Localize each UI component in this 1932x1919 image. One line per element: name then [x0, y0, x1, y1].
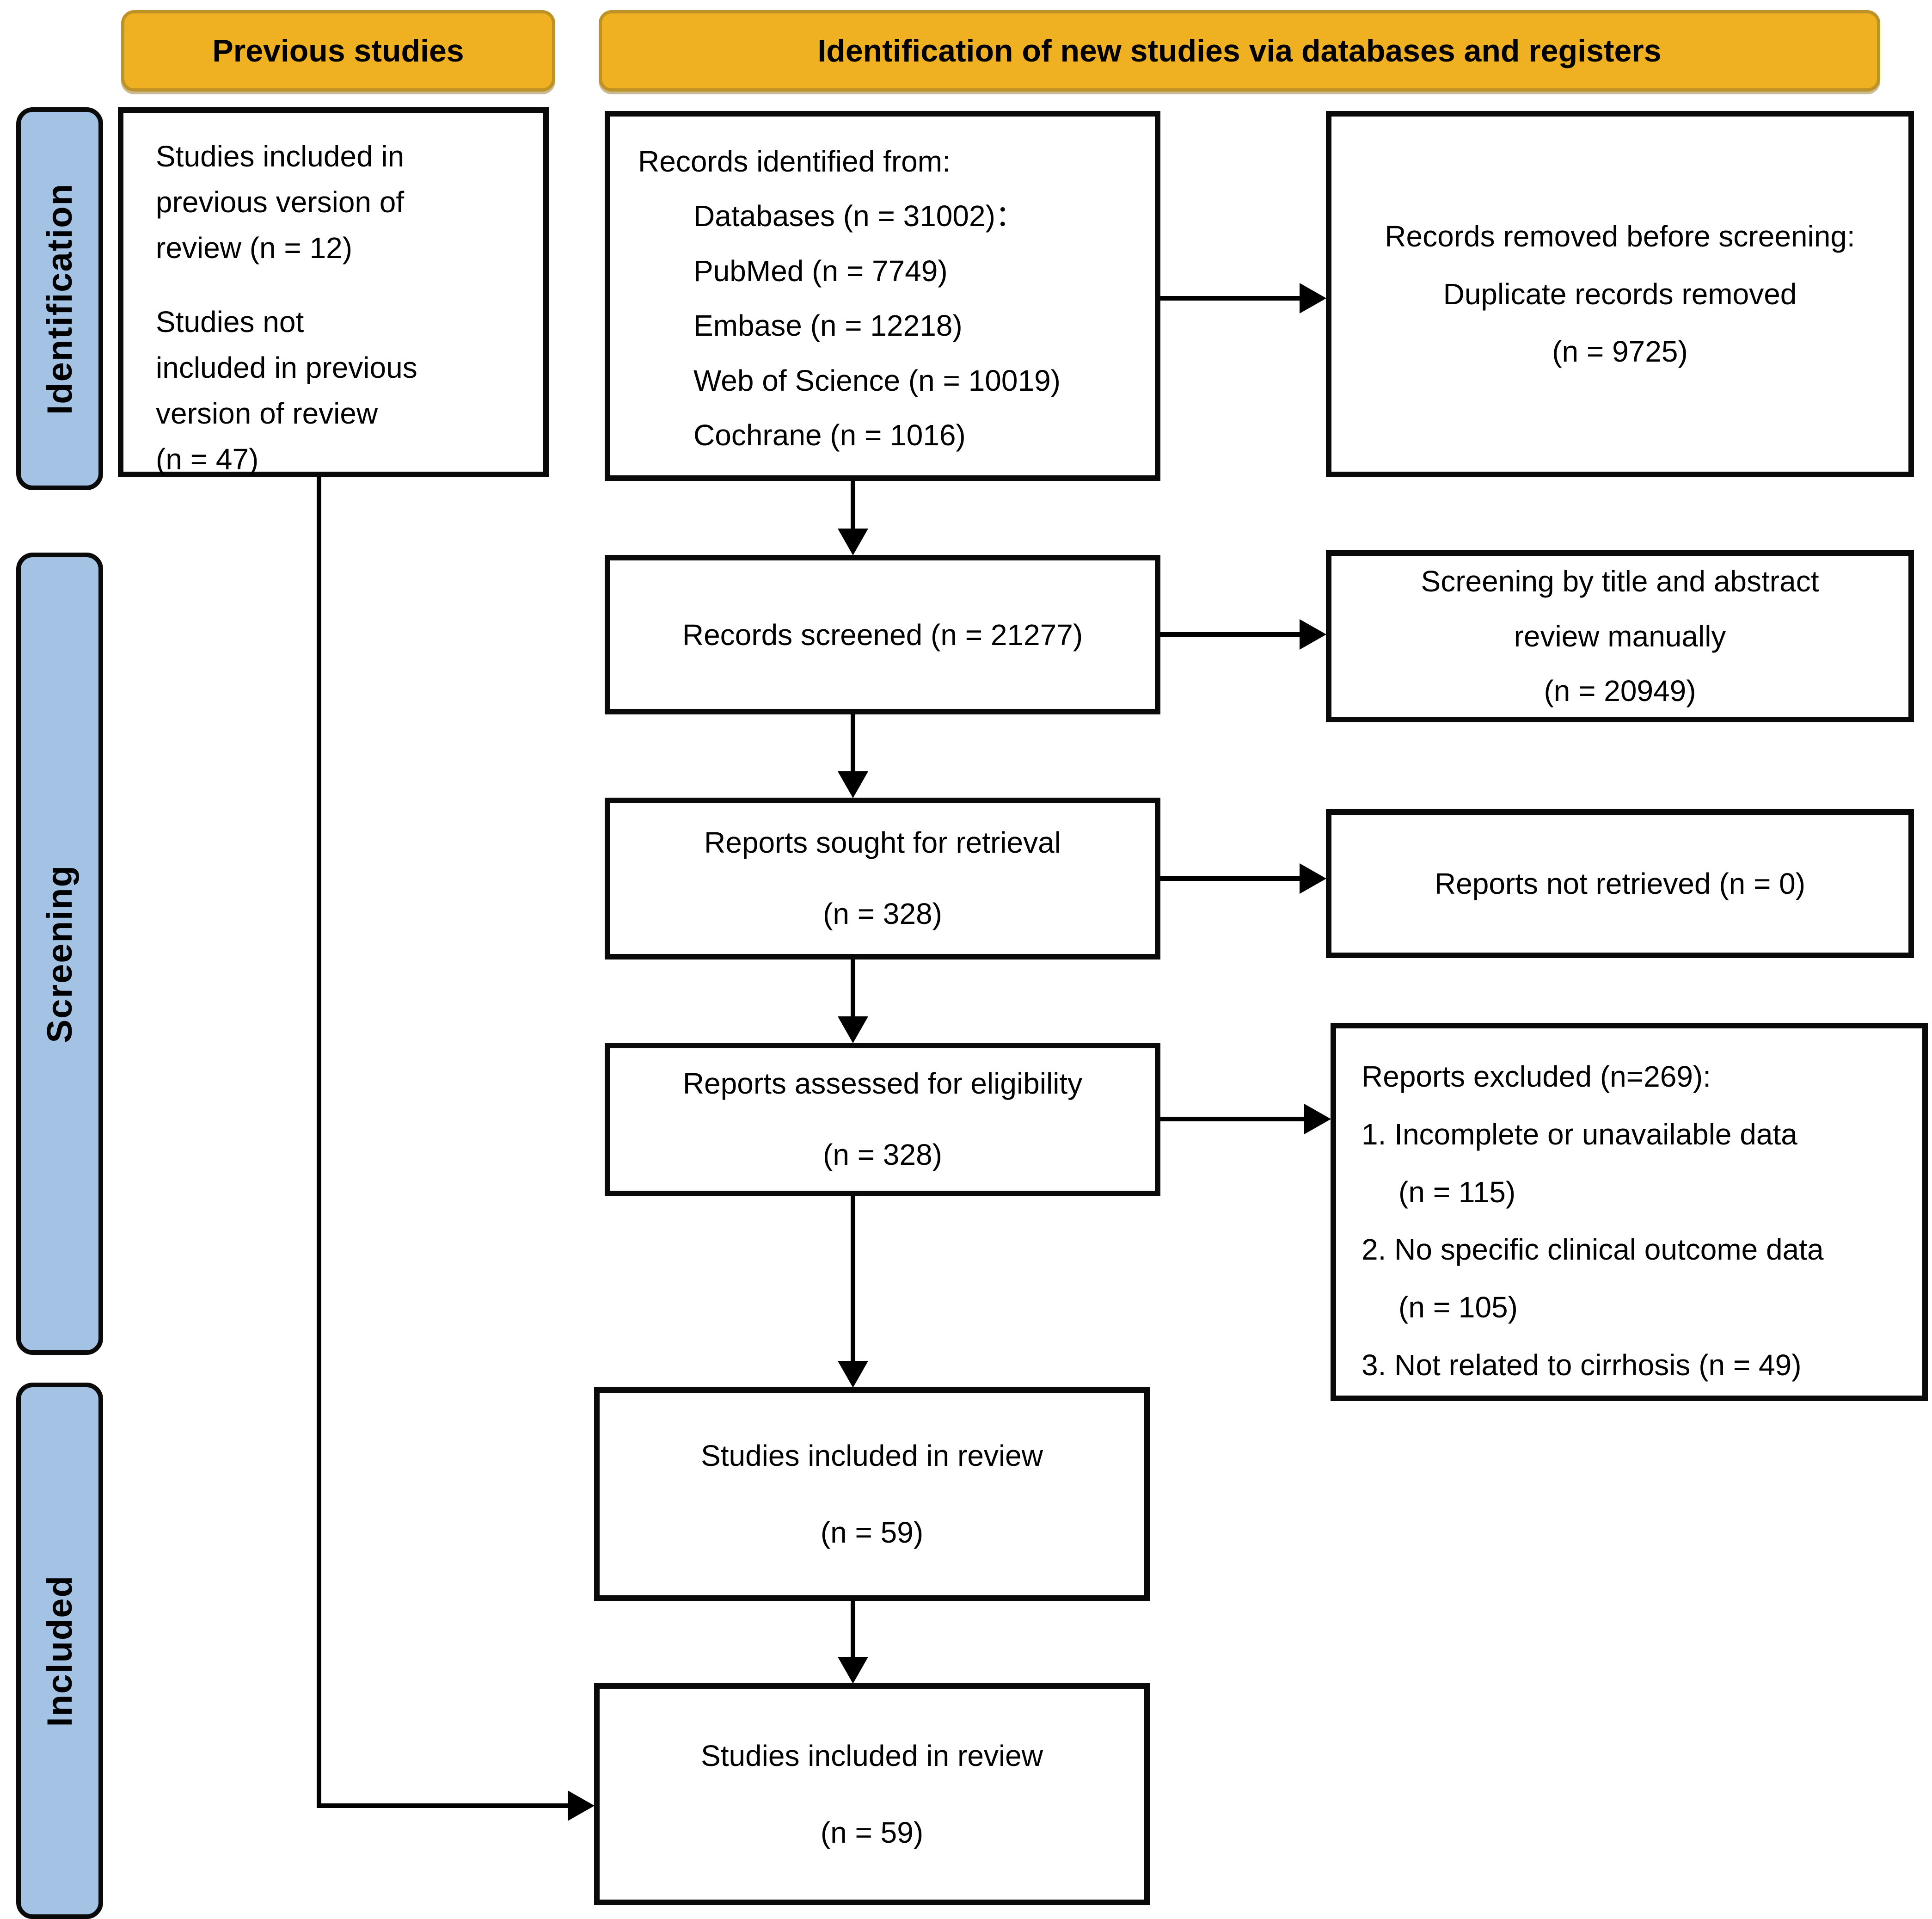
- arrow-previous-to-included2-hline: [317, 1803, 570, 1808]
- header-new-studies: Identification of new studies via databa…: [599, 10, 1880, 92]
- arrow-screened-to-manual-head: [1300, 619, 1326, 650]
- stage-label-included: Included: [16, 1383, 103, 1919]
- studies-included-1-line1: Studies included in review: [701, 1439, 1043, 1472]
- arrow-identified-to-screened-line: [851, 481, 855, 530]
- box-records-screened: Records screened (n = 21277): [605, 555, 1160, 714]
- screening-manual-line1: Screening by title and abstract: [1421, 565, 1819, 598]
- arrow-previous-to-included2-vline: [317, 476, 321, 1808]
- screening-manual-line2: review manually: [1514, 619, 1726, 653]
- records-removed-line1: Records removed before screening:: [1385, 219, 1855, 253]
- arrow-included1-to-included2-head: [838, 1657, 868, 1684]
- records-identified-cochrane: Cochrane (n = 1016): [693, 418, 966, 452]
- header-previous-studies-label: Previous studies: [212, 33, 464, 68]
- header-previous-studies: Previous studies: [121, 10, 555, 92]
- records-removed-line3: (n = 9725): [1552, 335, 1688, 369]
- box-reports-assessed: Reports assessed for eligibility (n = 32…: [605, 1043, 1160, 1196]
- studies-included-2-line1: Studies included in review: [701, 1739, 1043, 1772]
- arrow-assessed-to-excluded-head: [1304, 1104, 1331, 1134]
- arrow-previous-to-included2-head: [568, 1790, 595, 1821]
- reports-assessed-line2: (n = 328): [823, 1138, 942, 1171]
- reports-not-retrieved-label: Reports not retrieved (n = 0): [1434, 867, 1806, 900]
- stage-label-identification: Identification: [16, 107, 103, 490]
- stage-label-screening: Screening: [16, 553, 103, 1355]
- records-identified-databases: Databases (n = 31002)：: [693, 199, 1025, 233]
- reports-assessed-line1: Reports assessed for eligibility: [682, 1067, 1083, 1101]
- box-studies-included-2: Studies included in review (n = 59): [594, 1683, 1150, 1905]
- records-identified-embase: Embase (n = 12218): [693, 309, 963, 343]
- box-reports-not-retrieved: Reports not retrieved (n = 0): [1326, 809, 1914, 958]
- stage-label-included-text: Included: [40, 1575, 80, 1727]
- box-previous-studies: Studies included in previous version of …: [118, 107, 549, 477]
- reports-excluded-reason2-n: (n = 105): [1398, 1291, 1518, 1324]
- arrow-screened-to-manual-line: [1160, 632, 1301, 637]
- arrow-sought-to-notretrieved-line: [1160, 876, 1301, 881]
- arrow-assessed-to-excluded-line: [1160, 1117, 1306, 1121]
- arrow-screened-to-sought-line: [851, 714, 855, 772]
- box-reports-sought: Reports sought for retrieval (n = 328): [605, 798, 1160, 960]
- records-identified-pubmed: PubMed (n = 7749): [693, 254, 948, 288]
- reports-excluded-reason2: 2. No specific clinical outcome data: [1362, 1233, 1824, 1267]
- reports-excluded-reason1: 1. Incomplete or unavailable data: [1362, 1117, 1797, 1151]
- reports-excluded-reason1-n: (n = 115): [1398, 1175, 1516, 1209]
- arrow-identified-to-removed-line: [1160, 296, 1301, 301]
- previous-studies-included-text: Studies included in previous version of …: [156, 140, 405, 265]
- header-new-studies-label: Identification of new studies via databa…: [817, 33, 1662, 68]
- arrow-sought-to-assessed-line: [851, 960, 855, 1017]
- stage-label-screening-text: Screening: [40, 864, 80, 1043]
- arrow-sought-to-assessed-head: [838, 1016, 868, 1043]
- box-records-identified: Records identified from: Databases (n = …: [605, 111, 1160, 481]
- arrow-included1-to-included2-line: [851, 1601, 855, 1658]
- records-identified-web-of-science: Web of Science (n = 10019): [693, 363, 1061, 397]
- box-reports-excluded: Reports excluded (n=269): 1. Incomplete …: [1331, 1023, 1928, 1401]
- reports-excluded-title: Reports excluded (n=269):: [1362, 1060, 1711, 1093]
- records-removed-line2: Duplicate records removed: [1443, 277, 1797, 311]
- arrow-identified-to-removed-head: [1300, 283, 1326, 314]
- box-studies-included-1: Studies included in review (n = 59): [594, 1387, 1150, 1601]
- arrow-identified-to-screened-head: [838, 529, 868, 555]
- reports-sought-line1: Reports sought for retrieval: [704, 826, 1061, 860]
- arrow-assessed-to-included1-head: [838, 1361, 868, 1388]
- reports-sought-line2: (n = 328): [823, 897, 942, 930]
- arrow-screened-to-sought-head: [838, 771, 868, 798]
- reports-excluded-reason3: 3. Not related to cirrhosis (n = 49): [1362, 1348, 1802, 1382]
- records-screened-label: Records screened (n = 21277): [682, 618, 1083, 652]
- box-screening-manual: Screening by title and abstract review m…: [1326, 550, 1914, 722]
- screening-manual-line3: (n = 20949): [1544, 674, 1696, 708]
- arrow-sought-to-notretrieved-head: [1300, 863, 1326, 894]
- previous-studies-not-included-text: Studies not included in previous version…: [156, 305, 417, 476]
- studies-included-1-line2: (n = 59): [820, 1516, 924, 1549]
- stage-label-identification-text: Identification: [40, 183, 80, 415]
- records-identified-title: Records identified from:: [638, 145, 951, 178]
- arrow-assessed-to-included1-line: [851, 1196, 855, 1362]
- box-records-removed: Records removed before screening: Duplic…: [1326, 111, 1914, 477]
- studies-included-2-line2: (n = 59): [820, 1816, 924, 1849]
